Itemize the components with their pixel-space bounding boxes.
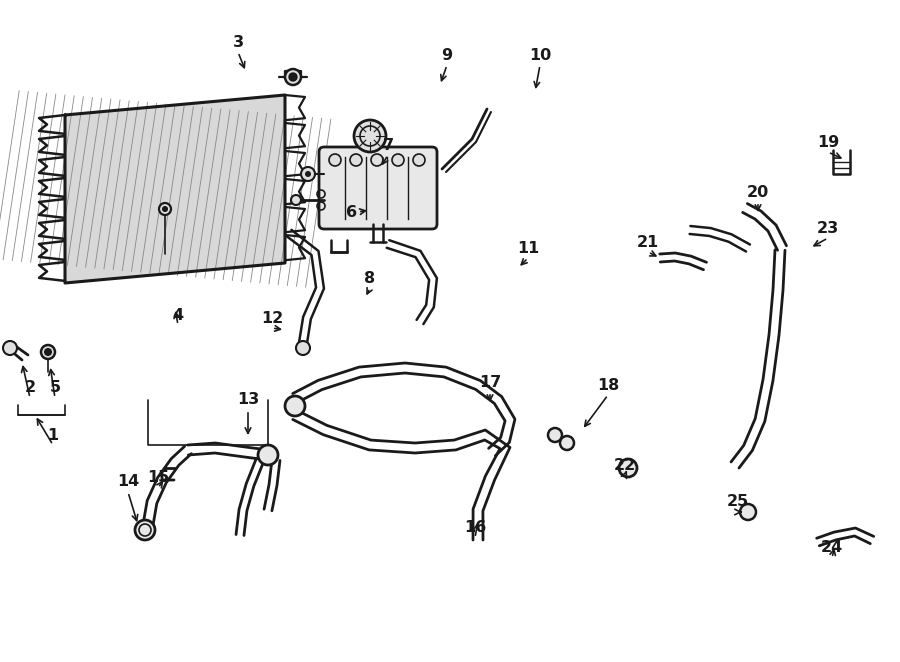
Text: 4: 4 — [173, 308, 184, 322]
Circle shape — [560, 436, 574, 450]
Circle shape — [413, 154, 425, 166]
Text: 24: 24 — [821, 540, 843, 555]
Text: 22: 22 — [614, 457, 636, 473]
Circle shape — [619, 459, 637, 477]
Circle shape — [296, 341, 310, 355]
Text: 23: 23 — [817, 220, 839, 236]
Text: 14: 14 — [117, 475, 140, 489]
Circle shape — [135, 520, 155, 540]
Circle shape — [41, 345, 55, 359]
Polygon shape — [65, 95, 285, 283]
Circle shape — [350, 154, 362, 166]
Circle shape — [354, 120, 386, 152]
Text: 15: 15 — [147, 471, 169, 485]
Circle shape — [45, 349, 51, 355]
FancyBboxPatch shape — [319, 147, 437, 229]
Circle shape — [305, 171, 311, 177]
Circle shape — [3, 341, 17, 355]
Text: 3: 3 — [232, 34, 244, 50]
Text: 8: 8 — [364, 271, 375, 285]
Text: 7: 7 — [382, 138, 393, 152]
Text: 1: 1 — [48, 428, 58, 442]
Circle shape — [371, 154, 383, 166]
Circle shape — [159, 203, 171, 215]
Text: 5: 5 — [50, 381, 60, 395]
Text: 9: 9 — [441, 48, 453, 62]
Circle shape — [301, 167, 315, 181]
Text: 16: 16 — [464, 520, 486, 536]
Text: 13: 13 — [237, 393, 259, 408]
Circle shape — [285, 69, 301, 85]
Circle shape — [291, 195, 301, 205]
Circle shape — [163, 207, 167, 211]
Text: 18: 18 — [597, 377, 619, 393]
Text: 6: 6 — [346, 205, 357, 220]
Text: 17: 17 — [479, 375, 501, 389]
Text: 11: 11 — [517, 240, 539, 256]
Text: 2: 2 — [24, 381, 36, 395]
Circle shape — [258, 445, 278, 465]
Circle shape — [740, 504, 756, 520]
Text: 21: 21 — [637, 234, 659, 250]
Text: 12: 12 — [261, 310, 284, 326]
Text: 10: 10 — [529, 48, 551, 62]
Circle shape — [392, 154, 404, 166]
Text: 25: 25 — [727, 495, 749, 510]
Circle shape — [285, 396, 305, 416]
Text: 19: 19 — [817, 134, 839, 150]
Circle shape — [329, 154, 341, 166]
Text: 20: 20 — [747, 185, 770, 199]
Circle shape — [289, 73, 297, 81]
Circle shape — [548, 428, 562, 442]
